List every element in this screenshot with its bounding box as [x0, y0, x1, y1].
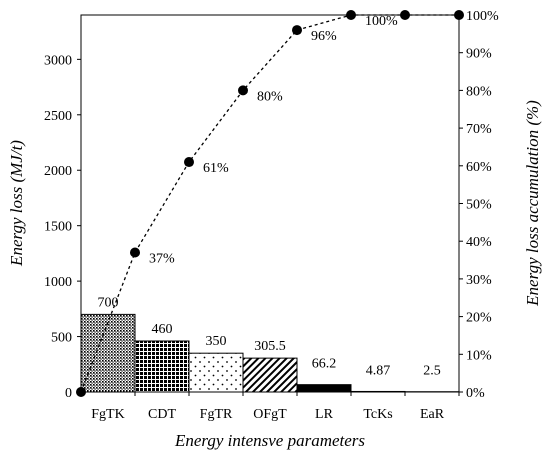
- bar-tcks: [350, 390, 406, 393]
- y2-axis-title: Energy loss accumulation (%): [523, 100, 542, 307]
- cumulative-label: 61%: [203, 161, 229, 176]
- y-tick-label: 3000: [44, 53, 72, 68]
- cumulative-point: [346, 10, 356, 20]
- bar-label-fgtr: 350: [206, 334, 227, 349]
- y2-tick-label: 70%: [466, 122, 492, 137]
- bar-lr: [296, 384, 352, 393]
- cumulative-labels: 37% 61% 80% 96% 100%: [149, 14, 398, 267]
- y-tick-label: 1500: [44, 220, 72, 235]
- cumulative-point: [184, 157, 194, 168]
- category-label-lr: LR: [315, 407, 334, 422]
- y-tick-label: 1000: [44, 275, 72, 290]
- category-labels: FgTK CDT FgTR OFgT LR TcKs EaR: [91, 392, 460, 422]
- right-axis-ticks: 0% 10% 20% 30% 40% 50% 60% 70% 80% 90% 100%: [459, 9, 499, 401]
- y2-tick-label: 50%: [466, 198, 492, 213]
- cumulative-point: [76, 387, 86, 397]
- y2-tick-label: 10%: [466, 348, 492, 363]
- left-axis-ticks: 0 500 1000 1500 2000 2500 3000: [44, 53, 81, 401]
- cumulative-point: [130, 247, 140, 258]
- bars-group: [80, 313, 460, 393]
- category-label-fgtk: FgTK: [91, 407, 124, 422]
- cumulative-point: [454, 10, 464, 20]
- cumulative-point: [238, 85, 248, 96]
- y-axis-title: Energy loss (MJ/t): [7, 140, 26, 267]
- bar-label-fgtk: 700: [98, 295, 119, 310]
- category-label-ofgt: OFgT: [253, 407, 287, 422]
- y2-tick-label: 30%: [466, 273, 492, 288]
- y-tick-label: 0: [65, 386, 72, 401]
- y2-tick-label: 60%: [466, 160, 492, 175]
- bar-label-lr: 66.2: [312, 357, 337, 372]
- bar-ofgt: [242, 357, 298, 393]
- cumulative-point: [292, 25, 302, 36]
- bar-value-labels: 700 460 350 305.5 66.2 4.87 2.5: [98, 295, 441, 378]
- cumulative-label: 100%: [365, 14, 398, 29]
- cumulative-label: 80%: [257, 89, 283, 104]
- bar-label-ofgt: 305.5: [254, 339, 286, 354]
- bar-fgtk: [80, 313, 136, 393]
- bar-label-ear: 2.5: [423, 364, 441, 379]
- cumulative-line: [80, 14, 459, 393]
- y2-tick-label: 80%: [466, 84, 492, 99]
- plot-area: [80, 14, 460, 393]
- cumulative-point: [400, 10, 410, 20]
- y-tick-label: 2000: [44, 164, 72, 179]
- y2-tick-label: 90%: [466, 47, 492, 62]
- y2-tick-label: 20%: [466, 311, 492, 326]
- cumulative-label: 96%: [311, 29, 337, 44]
- category-label-tcks: TcKs: [363, 407, 392, 422]
- x-axis-title: Energy intensve parameters: [174, 431, 365, 450]
- cumulative-line-group: [76, 10, 464, 397]
- y2-tick-label: 100%: [466, 9, 499, 24]
- y2-tick-label: 0%: [466, 386, 485, 401]
- y-tick-label: 500: [51, 331, 72, 346]
- plot-frame: [80, 14, 460, 393]
- bar-label-tcks: 4.87: [366, 363, 391, 378]
- category-label-ear: EaR: [420, 407, 445, 422]
- bar-cdt: [134, 340, 190, 393]
- y2-tick-label: 40%: [466, 235, 492, 250]
- cumulative-label: 37%: [149, 252, 175, 267]
- category-label-cdt: CDT: [148, 407, 176, 422]
- bar-label-cdt: 460: [152, 322, 173, 337]
- bar-fgtr: [188, 352, 244, 393]
- category-label-fgtr: FgTR: [200, 407, 233, 422]
- y-tick-label: 2500: [44, 109, 72, 124]
